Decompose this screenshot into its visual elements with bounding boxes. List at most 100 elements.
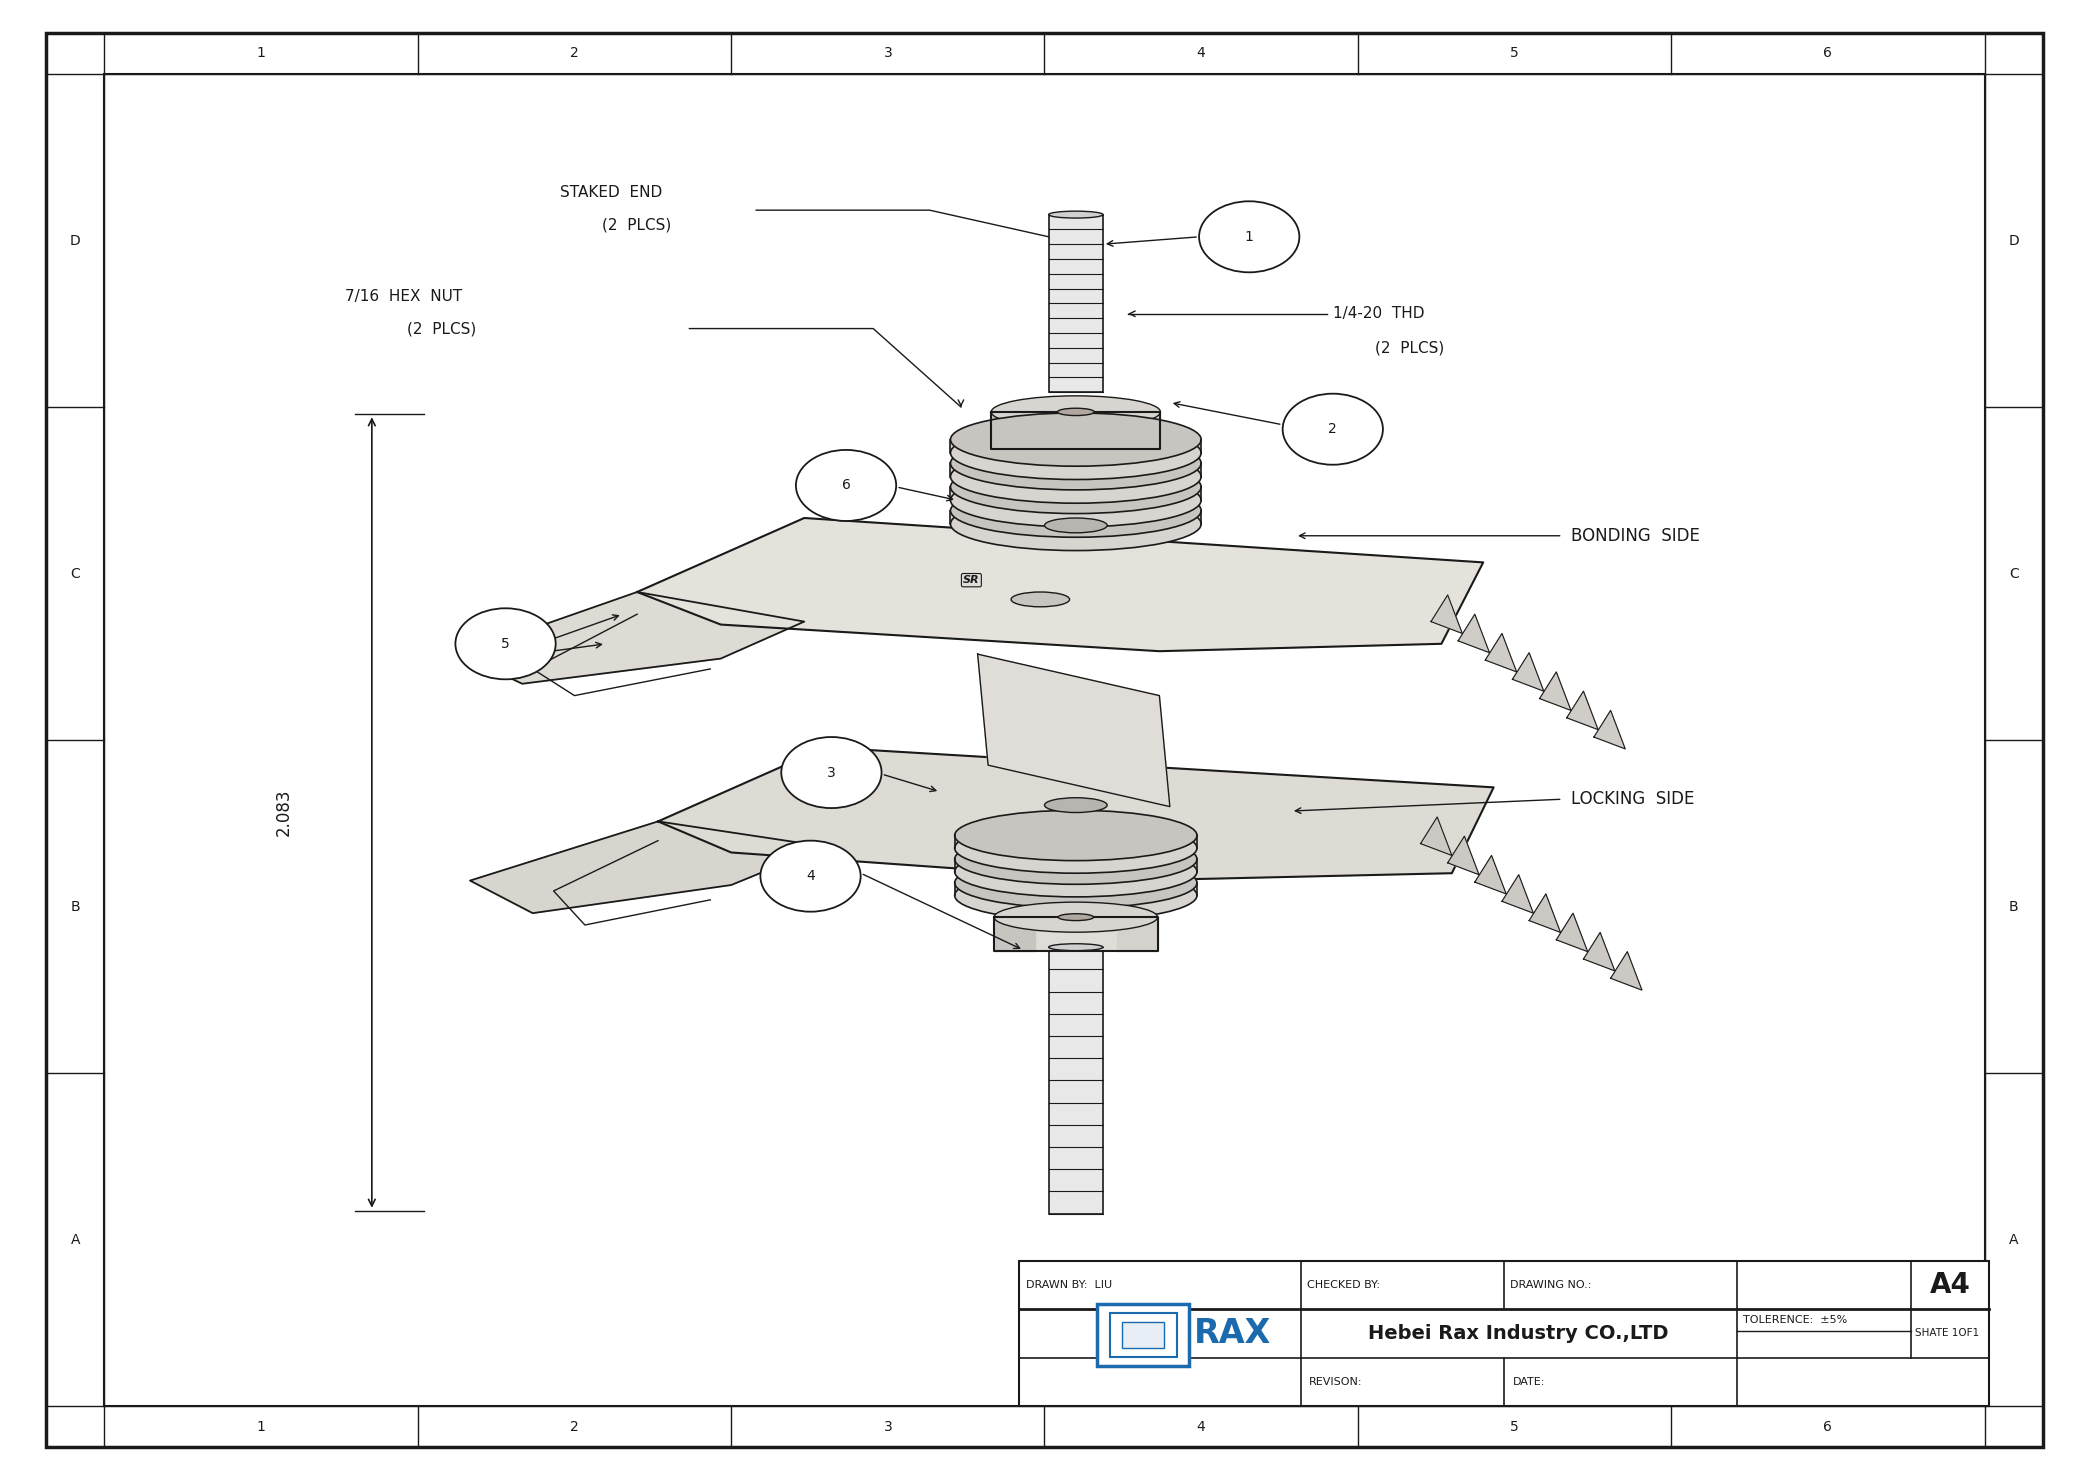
Polygon shape	[1118, 411, 1159, 448]
Polygon shape	[1540, 672, 1571, 710]
Polygon shape	[994, 918, 1034, 952]
Ellipse shape	[950, 413, 1201, 466]
Text: 6: 6	[842, 478, 850, 493]
Text: Hebei Rax Industry CO.,LTD: Hebei Rax Industry CO.,LTD	[1368, 1325, 1669, 1342]
Ellipse shape	[950, 474, 1201, 527]
Text: 1: 1	[257, 46, 265, 61]
Text: 3: 3	[884, 1419, 892, 1434]
Circle shape	[1199, 201, 1299, 272]
Ellipse shape	[1057, 408, 1095, 416]
Polygon shape	[1458, 614, 1489, 653]
Polygon shape	[1118, 918, 1157, 952]
Text: 2: 2	[570, 46, 579, 61]
Ellipse shape	[1044, 518, 1107, 533]
Polygon shape	[637, 518, 1483, 651]
Text: A4: A4	[1930, 1271, 1970, 1299]
Bar	[955, 835, 1197, 848]
Polygon shape	[1512, 653, 1544, 691]
Polygon shape	[1611, 952, 1642, 990]
Polygon shape	[1529, 894, 1560, 932]
Polygon shape	[470, 821, 825, 913]
Polygon shape	[1431, 595, 1462, 633]
Ellipse shape	[1059, 913, 1095, 921]
Ellipse shape	[955, 823, 1197, 873]
Ellipse shape	[950, 484, 1201, 537]
Ellipse shape	[950, 460, 1201, 514]
Text: 3: 3	[884, 46, 892, 61]
Bar	[1049, 947, 1103, 1214]
Text: 5: 5	[1510, 1419, 1519, 1434]
Ellipse shape	[950, 437, 1201, 490]
Polygon shape	[460, 592, 804, 684]
Text: C: C	[71, 567, 79, 580]
Text: DRAWN BY:  LIU: DRAWN BY: LIU	[1026, 1280, 1111, 1291]
Polygon shape	[1448, 836, 1479, 875]
Text: B: B	[2010, 900, 2018, 913]
Text: 5: 5	[501, 636, 510, 651]
Circle shape	[796, 450, 896, 521]
Polygon shape	[1502, 875, 1533, 913]
Bar	[992, 411, 1159, 448]
Ellipse shape	[955, 870, 1197, 921]
Text: 6: 6	[1824, 46, 1832, 61]
Polygon shape	[1583, 932, 1615, 971]
Text: STAKED  END: STAKED END	[560, 185, 662, 200]
Ellipse shape	[950, 497, 1201, 551]
Text: 7/16  HEX  NUT: 7/16 HEX NUT	[345, 289, 462, 303]
Text: 4: 4	[1197, 46, 1205, 61]
Text: 4: 4	[806, 869, 815, 884]
Text: 1: 1	[257, 1419, 265, 1434]
Text: 2: 2	[570, 1419, 579, 1434]
Polygon shape	[1475, 855, 1506, 894]
Ellipse shape	[950, 426, 1201, 480]
Text: 5: 5	[1510, 46, 1519, 61]
Text: 3: 3	[827, 765, 836, 780]
Text: B: B	[71, 900, 79, 913]
Text: (2  PLCS): (2 PLCS)	[407, 321, 476, 336]
Circle shape	[760, 841, 861, 912]
Bar	[950, 511, 1201, 524]
Polygon shape	[658, 747, 1494, 881]
Bar	[1122, 1322, 1164, 1348]
Bar	[955, 858, 1197, 872]
Ellipse shape	[1044, 798, 1107, 813]
Ellipse shape	[994, 903, 1157, 932]
Circle shape	[1283, 394, 1383, 465]
Ellipse shape	[955, 858, 1197, 907]
Ellipse shape	[992, 395, 1159, 428]
Circle shape	[455, 608, 556, 679]
Text: 2: 2	[1329, 422, 1337, 437]
Text: 1: 1	[1245, 229, 1253, 244]
Text: LOCKING  SIDE: LOCKING SIDE	[1571, 790, 1694, 808]
Polygon shape	[992, 411, 1034, 448]
Text: (2  PLCS): (2 PLCS)	[602, 218, 671, 232]
Bar	[950, 487, 1201, 500]
Text: TOLERENCE:  ±5%: TOLERENCE: ±5%	[1742, 1316, 1847, 1325]
Bar	[955, 882, 1197, 895]
Bar	[104, 74, 1985, 1406]
Text: SR: SR	[963, 576, 980, 585]
Ellipse shape	[955, 811, 1197, 860]
Bar	[950, 440, 1201, 453]
Text: (2  PLCS): (2 PLCS)	[1375, 340, 1443, 355]
Bar	[1097, 1304, 1189, 1366]
Polygon shape	[1567, 691, 1598, 730]
Bar	[1109, 1313, 1176, 1357]
Text: CHECKED BY:: CHECKED BY:	[1308, 1280, 1381, 1291]
Text: DRAWING NO.:: DRAWING NO.:	[1510, 1280, 1592, 1291]
Ellipse shape	[1011, 592, 1070, 607]
Text: 6: 6	[1824, 1419, 1832, 1434]
Bar	[1019, 1261, 1989, 1406]
Text: D: D	[2008, 234, 2020, 247]
Text: C: C	[2010, 567, 2018, 580]
Text: 1/4-20  THD: 1/4-20 THD	[1333, 306, 1425, 321]
Text: 2.083: 2.083	[276, 789, 292, 836]
Text: A: A	[71, 1233, 79, 1246]
Text: REVISON:: REVISON:	[1310, 1376, 1362, 1387]
Text: D: D	[69, 234, 81, 247]
Ellipse shape	[950, 450, 1201, 503]
Text: 4: 4	[1197, 1419, 1205, 1434]
Text: SHATE 1OF1: SHATE 1OF1	[1916, 1329, 1980, 1338]
Ellipse shape	[1049, 212, 1103, 218]
Ellipse shape	[955, 847, 1197, 897]
